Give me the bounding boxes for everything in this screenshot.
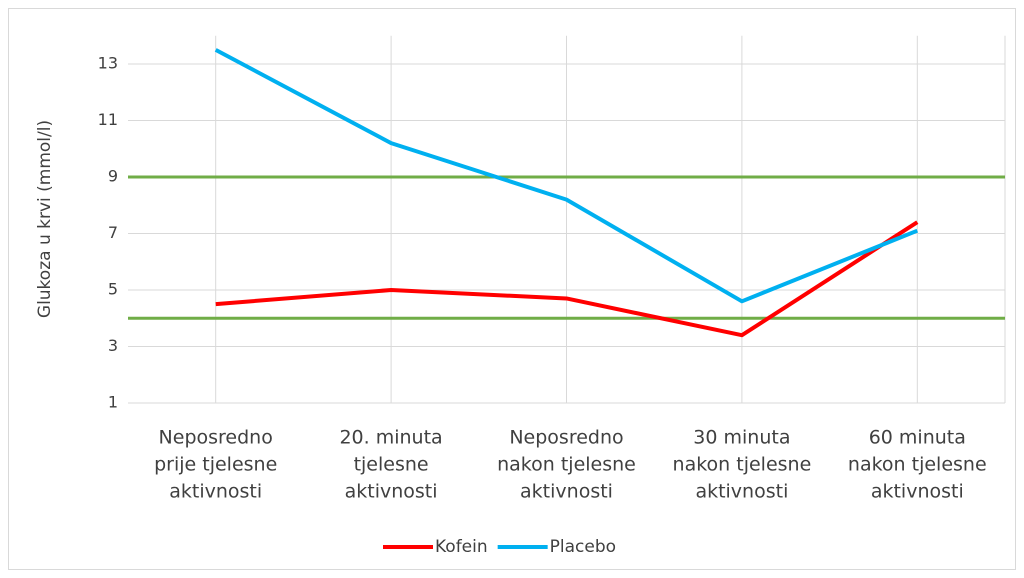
x-tick-label: nakon tjelesne	[497, 454, 636, 476]
y-tick-label: 7	[108, 223, 118, 242]
x-tick-label: 20. minuta	[339, 427, 442, 449]
x-tick-label: tjelesne	[354, 454, 429, 476]
chart-frame	[8, 8, 1016, 570]
y-tick-label: 11	[98, 110, 118, 129]
y-tick-label: 13	[98, 54, 118, 73]
x-tick-label: aktivnosti	[871, 481, 964, 503]
y-tick-label: 3	[108, 336, 118, 355]
y-tick-label: 5	[108, 280, 118, 299]
legend-label: Kofein	[435, 537, 488, 557]
x-tick-label: 60 minuta	[869, 427, 966, 449]
x-tick-label: nakon tjelesne	[848, 454, 987, 476]
y-tick-label: 1	[108, 393, 118, 412]
x-tick-label: nakon tjelesne	[673, 454, 812, 476]
x-tick-label: 30 minuta	[693, 427, 790, 449]
line-series	[214, 48, 919, 304]
x-tick-label: prije tjelesne	[154, 454, 277, 476]
legend-label: Placebo	[550, 537, 616, 557]
x-tick-label: Neposredno	[159, 427, 273, 449]
x-tick-label: aktivnosti	[695, 481, 788, 503]
y-axis-label: Glukoza u krvi (mmol/l)	[35, 120, 55, 318]
x-tick-label: aktivnosti	[345, 481, 438, 503]
x-tick-label: Neposredno	[509, 427, 623, 449]
x-tick-label: aktivnosti	[169, 481, 262, 503]
y-tick-label: 9	[108, 167, 118, 186]
line-series	[215, 220, 919, 338]
x-tick-label: aktivnosti	[520, 481, 613, 503]
